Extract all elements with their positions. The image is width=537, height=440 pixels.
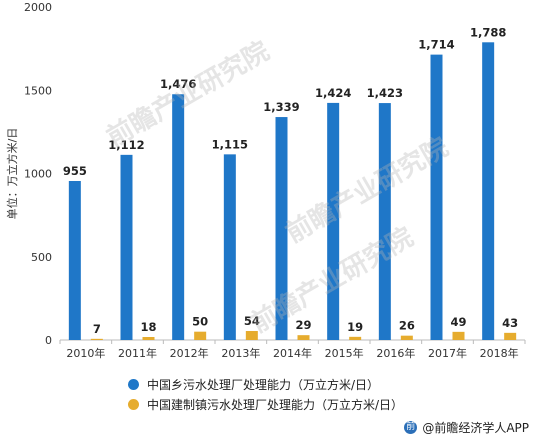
data-label: 18 — [140, 320, 156, 334]
bar-series-2 — [452, 331, 465, 340]
app-logo-icon: 前 — [404, 421, 418, 434]
x-tick-label: 2012年 — [170, 346, 209, 360]
y-tick-label: 2000 — [24, 1, 52, 14]
x-tick-label: 2011年 — [118, 346, 157, 360]
bar-series-1 — [482, 42, 495, 340]
bar-series-1 — [430, 54, 443, 341]
data-label: 1,423 — [367, 86, 403, 100]
legend: 中国乡污水处理厂处理能力（万立方米/日） 中国建制镇污水处理厂处理能力（万立方米… — [128, 374, 403, 414]
data-label: 43 — [502, 316, 518, 330]
data-label: 1,424 — [315, 86, 351, 100]
y-axis-label: 单位：万立方米/日 — [5, 128, 19, 220]
legend-label: 中国乡污水处理厂处理能力（万立方米/日） — [147, 377, 380, 392]
data-label: 1,714 — [418, 38, 454, 52]
x-tick-label: 2017年 — [428, 346, 467, 360]
x-tick-label: 2010年 — [66, 346, 105, 360]
y-tick-label: 1500 — [24, 84, 52, 97]
bar-series-1 — [172, 94, 185, 340]
bar-series-1 — [68, 180, 81, 340]
bar-series-1 — [327, 102, 340, 341]
x-tick-label: 2018年 — [480, 346, 519, 360]
data-label: 49 — [450, 315, 466, 329]
data-label: 7 — [93, 322, 101, 336]
data-label: 1,788 — [470, 25, 506, 39]
y-tick-label: 0 — [45, 334, 52, 347]
y-tick-label: 500 — [31, 251, 52, 264]
legend-marker — [128, 378, 139, 390]
source-credit: 前 @前瞻经济学人APP — [404, 419, 529, 436]
legend-item: 中国建制镇污水处理厂处理能力（万立方米/日） — [128, 394, 403, 414]
data-label: 26 — [399, 319, 415, 333]
data-label: 955 — [63, 164, 87, 178]
legend-item: 中国乡污水处理厂处理能力（万立方米/日） — [128, 374, 403, 394]
bar-series-1 — [223, 154, 236, 340]
bar-series-2 — [400, 335, 413, 340]
bar-series-2 — [504, 332, 517, 340]
data-label: 1,115 — [212, 137, 248, 151]
bar-series-2 — [297, 335, 310, 340]
bar-series-1 — [378, 103, 391, 341]
credit-text: @前瞻经济学人APP — [422, 421, 529, 435]
data-label: 1,476 — [160, 77, 196, 91]
data-label: 29 — [295, 318, 311, 332]
x-tick-label: 2014年 — [273, 346, 312, 360]
x-tick-label: 2013年 — [221, 346, 260, 360]
bar-series-1 — [120, 154, 133, 340]
bar-series-1 — [275, 117, 288, 340]
data-label: 54 — [244, 314, 260, 328]
x-tick-label: 2016年 — [376, 346, 415, 360]
x-tick-label: 2015年 — [325, 346, 364, 360]
data-label: 1,339 — [263, 100, 299, 114]
bar-series-2 — [142, 337, 155, 340]
legend-marker — [128, 398, 139, 410]
data-label: 50 — [192, 315, 208, 329]
data-label: 1,112 — [108, 138, 144, 152]
legend-label: 中国建制镇污水处理厂处理能力（万立方米/日） — [147, 397, 404, 412]
bar-series-2 — [90, 338, 103, 340]
data-label: 19 — [347, 320, 363, 334]
y-tick-label: 1000 — [24, 168, 52, 181]
bar-series-2 — [349, 336, 362, 340]
bar-series-2 — [245, 331, 258, 340]
bar-series-2 — [194, 331, 207, 340]
